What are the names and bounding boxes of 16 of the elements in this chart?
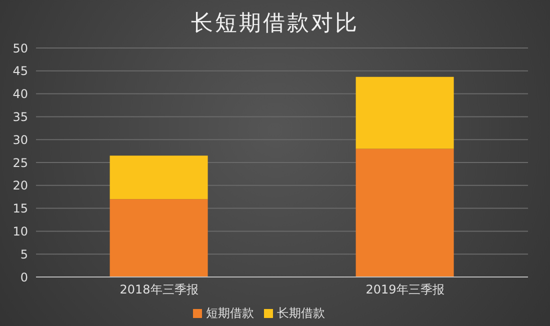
y-tick-label: 15: [12, 202, 28, 216]
x-tick-label: 2019年三季报: [366, 282, 444, 297]
legend-label: 长期借款: [277, 306, 325, 320]
y-tick-label: 40: [12, 87, 28, 102]
y-tick-label: 5: [20, 247, 28, 262]
chart-title: 长短期借款对比: [190, 10, 360, 38]
legend-label: 短期借款: [206, 306, 254, 320]
y-tick-label: 50: [12, 41, 28, 56]
y-tick-label: 0: [20, 270, 28, 284]
y-tick-label: 35: [12, 110, 28, 124]
y-tick-label: 20: [12, 178, 28, 193]
y-tick-label: 30: [12, 132, 28, 147]
x-tick-label: 2018年三季报: [120, 282, 198, 297]
y-tick-label: 25: [12, 156, 28, 170]
y-tick-label: 45: [12, 64, 28, 78]
y-tick-label: 10: [12, 224, 28, 238]
